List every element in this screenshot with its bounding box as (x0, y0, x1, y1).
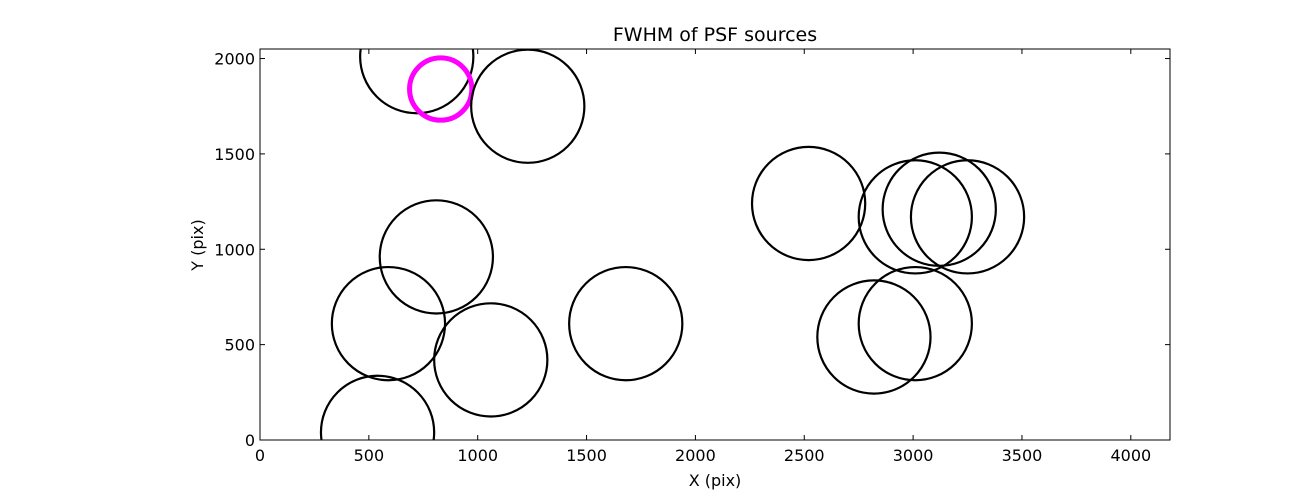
y-axis-title: Y (pix) (188, 219, 207, 271)
source-marker (909, 159, 1026, 275)
x-tick-label: 2000 (675, 446, 716, 465)
y-tick-label: 500 (224, 336, 255, 355)
y-tick-label: 1000 (214, 240, 255, 259)
x-tick-label: 4000 (1110, 446, 1151, 465)
source-marker (359, 49, 475, 115)
y-tick-label: 2000 (214, 50, 255, 69)
plot-frame (259, 48, 1171, 441)
source-marker (816, 279, 932, 395)
y-tick-label: 0 (245, 431, 255, 450)
source-marker (433, 302, 549, 418)
highlighted-source-marker (407, 55, 475, 123)
x-tick-label: 500 (354, 446, 385, 465)
x-tick-label: 1000 (457, 446, 498, 465)
source-marker (857, 265, 973, 382)
source-marker (857, 159, 973, 275)
x-tick-label: 1500 (566, 446, 607, 465)
x-tick-label: 3000 (893, 446, 934, 465)
y-axis: 0 500 1000 1500 2000 (214, 50, 1170, 450)
x-axis-title: X (pix) (689, 471, 742, 490)
x-tick-label: 3500 (1002, 446, 1043, 465)
source-marker (750, 145, 867, 262)
source-marker (319, 374, 436, 440)
x-tick-label: 0 (255, 446, 265, 465)
source-marker (378, 199, 495, 315)
source-marker (568, 265, 684, 382)
x-axis: 0 500 1000 1500 2000 2500 3000 3500 4000 (255, 49, 1151, 465)
x-tick-label: 2500 (784, 446, 825, 465)
source-marker (881, 151, 997, 267)
source-marker (470, 49, 586, 164)
chart-title: FWHM of PSF sources (613, 24, 817, 46)
source-marker (330, 265, 447, 382)
y-tick-label: 1500 (214, 145, 255, 164)
scatter-markers (319, 49, 1026, 440)
